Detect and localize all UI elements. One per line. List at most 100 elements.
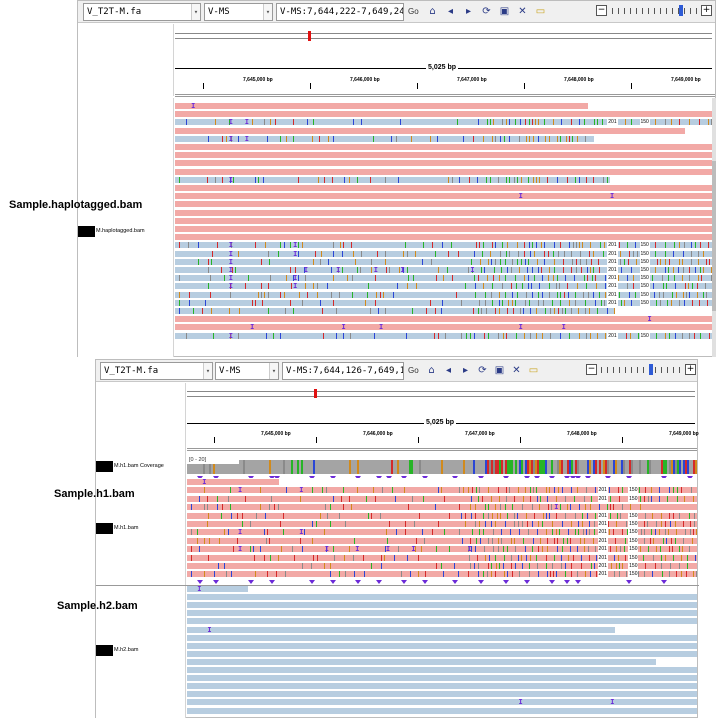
mismatch-mark [522,563,523,569]
mismatch-mark [268,308,269,314]
mismatch-mark [255,571,256,578]
mismatch-mark [628,258,629,265]
mismatch-mark [405,242,406,249]
mismatch-mark [488,487,489,494]
mismatch-mark [542,275,543,282]
forward-icon[interactable]: ▸ [462,365,469,376]
zoom-in-button[interactable]: + [701,5,712,16]
coverage-bar [549,460,551,474]
vertical-scrollbar-thumb[interactable] [712,161,716,311]
zoom-slider-thumb[interactable] [649,364,653,375]
mismatch-mark [253,546,254,553]
mismatch-mark [670,521,671,527]
close-icon[interactable]: ✕ [518,6,527,17]
mismatch-mark [512,299,513,306]
forward-icon[interactable]: ▸ [465,6,472,17]
zoom-slider[interactable] [612,8,698,14]
mismatch-mark [351,504,352,511]
mismatch-mark [414,521,415,527]
aligned-read [175,127,712,134]
mismatch-mark [517,258,518,265]
popup-icon[interactable]: ▭ [528,365,539,376]
mismatch-mark [645,563,646,569]
mismatch-mark [517,512,518,519]
chromosome-select[interactable]: V-MS ▾ [204,3,273,21]
mismatch-mark [654,291,655,298]
mismatch-mark [239,308,240,314]
mismatch-mark [404,487,405,494]
mismatch-mark [571,521,572,527]
mismatch-mark [412,495,413,502]
home-icon[interactable]: ⌂ [429,6,436,17]
fit-icon[interactable]: ▣ [499,6,510,17]
mismatch-mark [667,495,668,502]
genome-select[interactable]: V_T2T-M.fa ▾ [83,3,201,21]
insertion-triangle [533,476,540,478]
zoom-slider[interactable] [601,367,681,373]
mismatch-mark [583,529,584,536]
mismatch-mark [671,119,672,126]
home-icon[interactable]: ⌂ [428,365,435,376]
zoom-out-button[interactable]: − [586,364,597,375]
refresh-icon[interactable]: ⟳ [478,365,487,376]
go-button[interactable]: Go [408,7,419,16]
fit-icon[interactable]: ▣ [494,365,505,376]
mismatch-mark [330,521,331,527]
track-label-marker [78,226,95,237]
zoom-out-button[interactable]: − [596,5,607,16]
mismatch-mark [312,135,313,142]
insertion-mark: I [228,241,233,250]
back-icon[interactable]: ◂ [445,365,452,376]
genome-select[interactable]: V_T2T-M.fa ▾ [100,362,213,380]
coverage-bar [283,460,285,474]
zoom-slider-thumb[interactable] [679,5,683,16]
mismatch-mark [665,521,666,527]
mismatch-mark [619,571,620,578]
mismatch-mark [491,495,492,502]
go-button[interactable]: Go [408,366,419,375]
mismatch-mark [280,135,281,142]
mismatch-mark [705,283,706,290]
chromosome-ideogram[interactable] [187,391,695,397]
mismatch-mark [258,291,259,298]
back-icon[interactable]: ◂ [447,6,454,17]
mismatch-mark [561,119,562,126]
mismatch-mark [470,563,471,569]
coverage-range: [0 - 20] [189,457,207,463]
mismatch-mark [626,332,627,339]
close-icon[interactable]: ✕ [512,365,521,376]
alignment-track-h1[interactable]: I 201 150 I I 201 150 I 201 150 201 150 201 150 I I 201 1… [187,479,697,585]
mismatch-mark [525,299,526,306]
mismatch-mark [492,299,493,306]
coverage-bar [357,460,359,474]
refresh-icon[interactable]: ⟳ [482,6,491,17]
chromosome-ideogram[interactable] [175,33,712,39]
popup-icon[interactable]: ▭ [535,6,546,17]
locus-input[interactable]: V-MS:7,644,222-7,649,245 [276,3,404,21]
mismatch-mark [293,275,294,282]
mismatch-mark [472,267,473,273]
insertion-triangle [197,580,204,584]
mismatch-mark [524,250,525,257]
mismatch-mark [514,176,515,183]
mismatch-mark [520,308,521,314]
mismatch-mark [298,242,299,249]
mismatch-mark [681,571,682,578]
mismatch-mark [509,250,510,257]
deletion-label: 150 [628,537,639,544]
coverage-track[interactable] [187,456,697,478]
zoom-in-button[interactable]: + [685,364,696,375]
mismatch-mark [252,119,253,126]
insertion-mark: I [379,323,384,332]
coverage-bar [661,460,663,474]
chromosome-select[interactable]: V-MS ▾ [215,362,279,380]
mismatch-mark [570,546,571,553]
insertion-triangle [212,580,219,584]
insertion-mark: I [238,486,243,495]
alignment-track[interactable]: I 201 150 I I I I I I I 201 150 I I 201 150 I I 201 150 I 201… [175,103,712,357]
mismatch-mark [532,504,533,511]
locus-input[interactable]: V-MS:7,644,126-7,649,149 [282,362,404,380]
mismatch-mark [665,242,666,249]
mismatch-mark [545,308,546,314]
